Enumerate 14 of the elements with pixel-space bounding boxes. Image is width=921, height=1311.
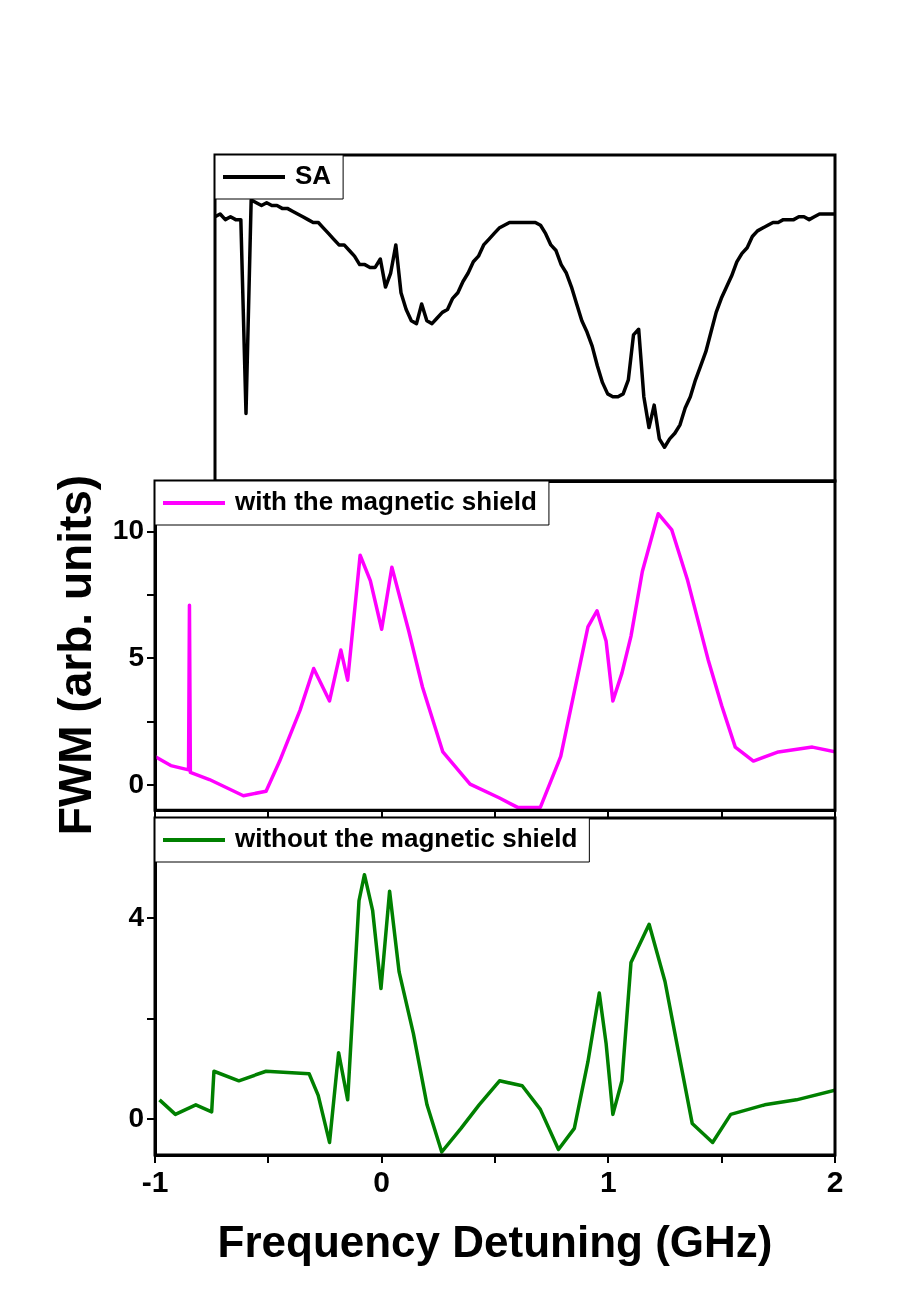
x-tick-label: 1 bbox=[599, 1165, 617, 1199]
legend-label: with the magnetic shield bbox=[234, 486, 537, 517]
y-tick-label: 4 bbox=[128, 901, 145, 933]
y-axis-title: FWM (arb. units) bbox=[48, 473, 102, 838]
x-tick-label: 0 bbox=[373, 1165, 391, 1199]
x-axis-title: Frequency Detuning (GHz) bbox=[217, 1216, 773, 1266]
legend-label: SA bbox=[295, 160, 332, 191]
x-tick-label: 2 bbox=[826, 1165, 844, 1199]
y-tick-label: 0 bbox=[128, 1101, 144, 1133]
legend-label: without the magnetic shield bbox=[234, 823, 578, 854]
y-tick-label: 5 bbox=[128, 641, 144, 673]
y-tick-label: 0 bbox=[128, 767, 144, 799]
x-tick-label: -1 bbox=[141, 1165, 169, 1199]
y-tick-label: 10 bbox=[112, 514, 144, 546]
